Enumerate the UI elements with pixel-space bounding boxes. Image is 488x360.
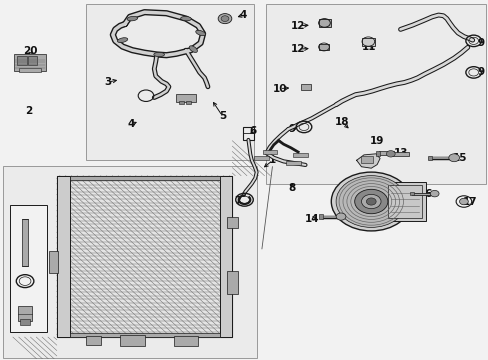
Circle shape [429, 190, 438, 197]
Bar [227, 217, 238, 228]
Ellipse shape [154, 52, 164, 57]
Bar [20, 319, 30, 325]
Text: 8: 8 [288, 183, 295, 193]
Bar [14, 54, 46, 71]
Circle shape [335, 176, 406, 228]
Bar [389, 152, 408, 156]
Bar [27, 56, 37, 65]
Bar [427, 156, 431, 160]
Text: 19: 19 [369, 136, 384, 146]
Bar [378, 151, 393, 155]
Bar [57, 176, 70, 337]
Text: 9: 9 [476, 38, 484, 48]
Text: 15: 15 [452, 153, 467, 163]
Bar [178, 101, 183, 104]
Ellipse shape [189, 46, 197, 53]
Bar [70, 333, 220, 337]
Circle shape [354, 189, 387, 214]
Circle shape [218, 14, 231, 24]
Bar [185, 101, 190, 104]
Bar [266, 4, 485, 184]
Text: 14: 14 [304, 214, 319, 224]
Text: 12: 12 [290, 21, 305, 31]
Bar [361, 38, 374, 45]
Circle shape [330, 172, 410, 231]
Bar [70, 176, 220, 180]
Ellipse shape [195, 30, 205, 36]
Ellipse shape [180, 17, 191, 21]
Bar [22, 220, 28, 266]
Text: 9: 9 [288, 124, 295, 134]
Bar [262, 150, 277, 154]
Text: 4: 4 [239, 10, 247, 20]
Text: 7: 7 [234, 196, 242, 206]
Text: 3: 3 [104, 77, 111, 87]
Bar [387, 185, 421, 218]
Bar [86, 4, 254, 160]
Text: 16: 16 [418, 189, 432, 199]
Text: 9: 9 [476, 67, 484, 77]
Circle shape [361, 194, 380, 209]
Circle shape [366, 198, 375, 205]
Bar [243, 127, 253, 140]
Bar [293, 153, 307, 157]
Text: 18: 18 [334, 117, 348, 127]
Text: 6: 6 [249, 126, 256, 135]
Bar [285, 161, 300, 165]
Text: 12: 12 [290, 44, 305, 54]
Ellipse shape [117, 38, 127, 42]
Bar [19, 68, 41, 72]
Bar [220, 176, 232, 337]
Circle shape [459, 198, 468, 205]
Text: 2: 2 [25, 106, 32, 116]
Text: 13: 13 [393, 148, 408, 158]
Bar [227, 271, 238, 294]
Text: 11: 11 [361, 42, 375, 52]
Circle shape [335, 213, 345, 220]
Bar [375, 150, 379, 156]
Text: 1: 1 [268, 155, 276, 165]
Ellipse shape [127, 17, 138, 21]
Bar [360, 156, 372, 163]
Bar [176, 94, 195, 102]
Bar [86, 336, 101, 345]
Bar [3, 166, 256, 357]
Bar [49, 251, 58, 273]
Bar [318, 19, 330, 27]
Text: 20: 20 [22, 46, 37, 56]
Text: 17: 17 [462, 197, 476, 207]
Circle shape [448, 154, 459, 162]
Bar [318, 44, 329, 50]
Bar [301, 84, 310, 90]
Bar [57, 176, 232, 337]
Bar [383, 182, 426, 221]
Bar [319, 215, 323, 219]
Bar [10, 205, 47, 332]
Bar [17, 56, 26, 65]
Text: 5: 5 [219, 111, 226, 121]
Circle shape [386, 150, 394, 157]
Circle shape [221, 16, 228, 22]
Text: 10: 10 [272, 84, 286, 94]
Bar [120, 335, 144, 346]
Bar [173, 336, 198, 346]
Bar [254, 156, 268, 160]
Polygon shape [356, 154, 379, 168]
Bar [18, 306, 32, 320]
Bar [409, 192, 413, 195]
Text: 4: 4 [127, 120, 135, 129]
